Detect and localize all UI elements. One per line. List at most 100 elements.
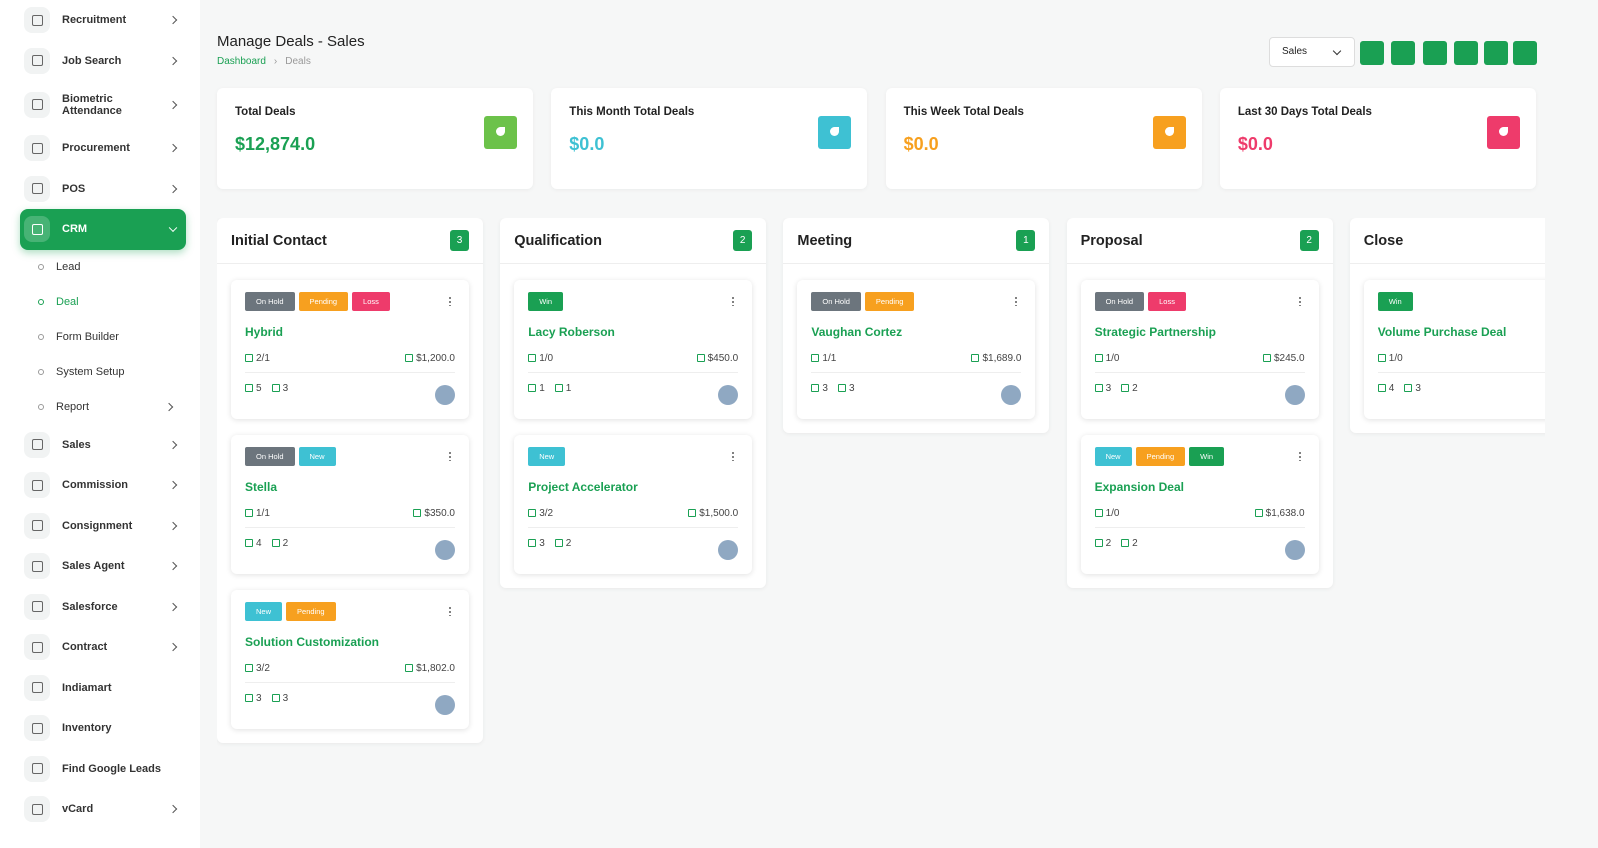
menu-dots[interactable]: [732, 296, 735, 306]
action-button[interactable]: [1423, 41, 1447, 65]
tags: Win: [1377, 292, 1545, 311]
nav-subitem[interactable]: Deal: [20, 285, 186, 320]
tag: Loss: [352, 292, 390, 311]
nav-item[interactable]: Recruitment: [20, 0, 186, 41]
deal-name[interactable]: Lacy Roberson: [528, 325, 615, 339]
chevron: [168, 440, 178, 449]
product-count: 1: [539, 383, 545, 394]
stat-label: Last 30 Days Total Deals: [1237, 106, 1372, 118]
menu-dots[interactable]: [1015, 296, 1018, 306]
deal-card[interactable]: New Pending Solution Customization 3/2 $1,80…: [231, 590, 469, 729]
icon: [271, 694, 280, 702]
nav-item[interactable]: Job Search: [20, 41, 186, 82]
menu-dots[interactable]: [449, 296, 451, 306]
deal-name[interactable]: Vaughan Cortez: [811, 325, 903, 339]
nav-label: Lead: [56, 261, 81, 273]
filter-select[interactable]: Sales: [1269, 37, 1355, 67]
user-count: 2: [1132, 538, 1138, 549]
amount-value: $245.0: [1274, 353, 1305, 364]
stat-label: Total Deals: [235, 106, 296, 118]
menu-dots[interactable]: [449, 451, 451, 461]
tasks: 1/0: [1094, 353, 1120, 364]
add-button[interactable]: [1513, 41, 1537, 65]
nav-item[interactable]: Contract: [20, 627, 186, 668]
deal-card[interactable]: Win Lacy Roberson 1/0 $450.0 1 1: [514, 280, 753, 419]
tag: New: [528, 447, 566, 466]
nav-label: POS: [62, 182, 86, 195]
task-count: 3/2: [539, 508, 554, 519]
deal-card[interactable]: On Hold New Stella 1/1 $350.0 4 2: [231, 435, 469, 574]
products: 3: [811, 383, 828, 394]
users: 3: [271, 383, 288, 394]
products: 3: [1094, 383, 1111, 394]
nav-subitem[interactable]: System Setup: [20, 355, 186, 390]
menu-dots[interactable]: [449, 606, 451, 616]
deal-name[interactable]: Expansion Deal: [1094, 480, 1184, 494]
icon: [696, 354, 705, 362]
column-count: 2: [1299, 230, 1319, 251]
action-button[interactable]: [1484, 41, 1508, 65]
deal-card[interactable]: On Hold Loss Strategic Partnership 1/0 $245.…: [1080, 280, 1319, 419]
nav-icon: [24, 715, 50, 742]
nav-item[interactable]: Consignment: [20, 506, 186, 547]
avatar: [1001, 385, 1022, 405]
tag: On Hold: [811, 292, 861, 311]
deal-name[interactable]: Stella: [245, 480, 278, 494]
amount: $1,689.0: [971, 353, 1021, 364]
icon: [528, 509, 537, 517]
action-button[interactable]: [1391, 41, 1415, 65]
nav-item[interactable]: CRM: [20, 209, 186, 250]
deal-card[interactable]: On Hold Pending Loss Hybrid 2/1 $1,200.0 5 3: [231, 280, 469, 419]
menu-dots[interactable]: [1298, 451, 1301, 461]
menu-dots[interactable]: [732, 451, 735, 461]
deal-meta: 1/1 $1,689.0: [811, 353, 1022, 373]
column-title: Meeting: [797, 232, 853, 249]
deal-name[interactable]: Project Accelerator: [528, 480, 638, 494]
nav-item[interactable]: Sales: [20, 425, 186, 466]
avatar: [435, 695, 455, 715]
stat-label: This Week Total Deals: [903, 106, 1024, 118]
nav-subitem[interactable]: Lead: [20, 250, 186, 285]
action-button[interactable]: [1454, 41, 1478, 65]
breadcrumb-item[interactable]: Dashboard: [217, 56, 266, 67]
users: 2: [554, 538, 571, 549]
deal-name[interactable]: Strategic Partnership: [1094, 325, 1216, 339]
nav-item[interactable]: Salesforce: [20, 587, 186, 628]
menu-dots[interactable]: [1298, 296, 1301, 306]
nav-item[interactable]: Biometric Attendance: [20, 81, 186, 128]
nav-item[interactable]: Sales Agent: [20, 546, 186, 587]
deal-card[interactable]: New Project Accelerator 3/2 $1,500.0 3 2: [514, 435, 753, 574]
tags: New Pending: [245, 602, 455, 621]
chevron: [168, 481, 178, 490]
deal-name[interactable]: Hybrid: [245, 325, 284, 339]
nav-label: vCard: [62, 803, 94, 816]
nav-item[interactable]: Indiamart: [20, 668, 186, 709]
nav-icon: [24, 216, 50, 243]
nav-item[interactable]: POS: [20, 169, 186, 210]
nav-item[interactable]: Find Google Leads: [20, 749, 186, 790]
nav-label: Job Search: [62, 54, 122, 67]
nav-item[interactable]: Procurement: [20, 128, 186, 169]
action-button[interactable]: [1360, 41, 1384, 65]
deal-meta: 3/2 $1,802.0: [245, 663, 455, 683]
stat-value: $0.0: [903, 134, 939, 154]
nav-subitem[interactable]: Form Builder: [20, 320, 186, 355]
nav-subitem[interactable]: Report: [20, 390, 186, 425]
amount-value: $1,689.0: [982, 353, 1022, 364]
nav-item[interactable]: Inventory: [20, 708, 186, 749]
nav-item[interactable]: vCard: [20, 789, 186, 830]
deal-meta: 1/0$: [1377, 353, 1545, 373]
nav-icon: [24, 674, 50, 701]
products: 2: [1094, 538, 1111, 549]
deal-name[interactable]: Volume Purchase Deal: [1377, 325, 1507, 339]
icon: [245, 384, 253, 392]
products: 3: [245, 693, 262, 704]
deal-card[interactable]: On Hold Pending Vaughan Cortez 1/1 $1,689.0 3…: [797, 280, 1036, 419]
deal-name[interactable]: Solution Customization: [245, 635, 379, 649]
nav-item[interactable]: Commission: [20, 465, 186, 506]
product-count: 3: [256, 693, 262, 704]
deal-card[interactable]: New Pending Win Expansion Deal 1/0 $1,638.0 2 2: [1080, 435, 1319, 574]
